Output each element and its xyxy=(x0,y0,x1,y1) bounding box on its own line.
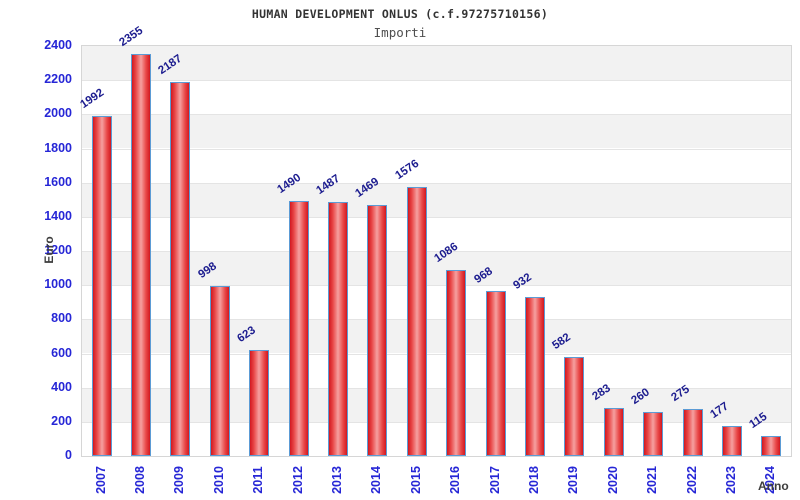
x-tick-label: 2020 xyxy=(605,466,620,494)
bar-2017 xyxy=(485,290,506,456)
plot-band xyxy=(82,216,791,251)
x-tick-label: 2019 xyxy=(566,466,581,494)
y-tick-label: 600 xyxy=(51,345,72,360)
gridline xyxy=(82,251,791,252)
x-tick-label: 2016 xyxy=(448,466,463,494)
x-tick-label: 2015 xyxy=(408,466,423,494)
y-axis-title: Euro xyxy=(42,236,56,264)
x-tick-label: 2012 xyxy=(290,466,305,494)
bar-2008 xyxy=(131,53,152,456)
x-axis-title: Anno xyxy=(758,479,789,493)
bar-2024 xyxy=(761,436,782,456)
x-tick-label: 2014 xyxy=(369,466,384,494)
y-tick-label: 2400 xyxy=(44,38,72,52)
bar-2019 xyxy=(564,356,585,456)
bar-2016 xyxy=(446,270,467,456)
plot-band xyxy=(82,387,791,422)
gridline xyxy=(82,114,791,116)
bar-2014 xyxy=(367,205,388,456)
bar-2007 xyxy=(91,115,112,456)
plot-band xyxy=(82,46,791,81)
gridline xyxy=(82,319,791,321)
gridline xyxy=(82,80,791,82)
bar-2009 xyxy=(170,82,191,456)
gridline xyxy=(82,353,791,355)
plot-band xyxy=(82,421,791,456)
y-tick-label: 1400 xyxy=(44,208,72,223)
gridline xyxy=(82,216,791,218)
x-tick-label: 2007 xyxy=(93,466,108,494)
plot-band xyxy=(82,251,791,286)
gridline xyxy=(82,421,791,423)
plot-band xyxy=(82,114,791,149)
gridline xyxy=(82,148,791,150)
gridline xyxy=(82,182,791,184)
y-tick-label: 1800 xyxy=(44,140,72,155)
bar-2013 xyxy=(328,201,349,456)
y-tick-label: 0 xyxy=(65,448,72,462)
gridline xyxy=(82,285,791,287)
x-tick-label: 2018 xyxy=(526,466,541,494)
y-tick-label: 800 xyxy=(51,311,72,326)
bar-2018 xyxy=(524,296,545,456)
bar-2015 xyxy=(406,186,427,456)
y-tick-label: 1000 xyxy=(44,277,72,292)
plot-band xyxy=(82,182,791,217)
bar-2020 xyxy=(603,407,624,456)
x-tick-label: 2011 xyxy=(251,466,266,494)
x-tick-label: 2022 xyxy=(684,466,699,494)
x-tick-label: 2009 xyxy=(172,466,187,494)
x-tick-label: 2013 xyxy=(330,466,345,494)
y-tick-label: 1200 xyxy=(44,243,72,257)
bar-2021 xyxy=(643,411,664,456)
bar-2023 xyxy=(721,425,742,456)
plot-band xyxy=(82,285,791,320)
gridline xyxy=(82,387,791,389)
x-tick-label: 2023 xyxy=(723,466,738,494)
y-tick-label: 400 xyxy=(51,379,72,394)
plot-band xyxy=(82,80,791,115)
plot-area xyxy=(81,45,792,457)
plot-band xyxy=(82,353,791,388)
x-tick-label: 2017 xyxy=(487,466,502,494)
x-tick-label: 2010 xyxy=(211,466,226,494)
bar-2011 xyxy=(249,349,270,456)
y-tick-label: 200 xyxy=(51,413,72,428)
x-tick-label: 2008 xyxy=(133,466,148,494)
chart-title: HUMAN DEVELOPMENT ONLUS (c.f.97275710156… xyxy=(251,7,549,21)
y-tick-label: 2200 xyxy=(44,72,72,87)
y-tick-label: 2000 xyxy=(44,106,72,121)
x-tick-label: 2021 xyxy=(645,466,660,494)
bar-2012 xyxy=(288,201,309,456)
y-tick-label: 1600 xyxy=(44,174,72,189)
chart-subtitle: Importi xyxy=(373,25,427,40)
plot-band xyxy=(82,319,791,354)
bar-2022 xyxy=(682,409,703,456)
bar-2010 xyxy=(209,285,230,456)
plot-band xyxy=(82,148,791,183)
